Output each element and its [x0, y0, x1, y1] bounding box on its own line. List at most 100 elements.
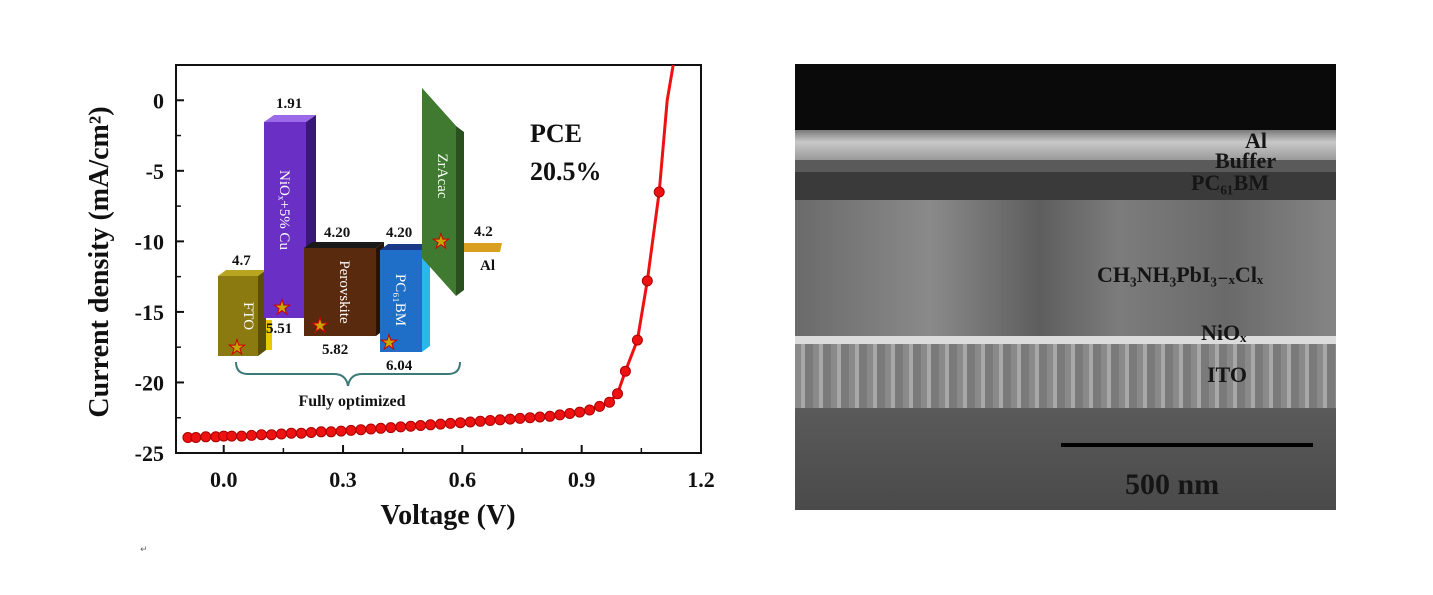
y-tick-label: -15	[135, 300, 164, 325]
star-icon: ★	[432, 231, 450, 253]
jv-data-point	[226, 430, 238, 442]
scale-bar-label: 500 nm	[1125, 468, 1220, 501]
pce-label: PCE	[530, 119, 582, 148]
jv-data-point	[474, 415, 486, 427]
jv-data-point	[564, 408, 576, 419]
scale-bar	[1061, 443, 1313, 447]
fully-optimized-brace	[235, 361, 461, 387]
perovskite-block: Perovskite 4.20 5.82 ★	[304, 225, 384, 358]
y-axis-tick-labels: 0 -5 -10 -15 -20 -25	[135, 88, 164, 466]
sem-substrate	[795, 408, 1336, 510]
sem-vacuum	[795, 64, 1336, 130]
jv-data-point	[395, 421, 407, 433]
sem-ito-layer	[795, 344, 1336, 408]
jv-data-point	[554, 409, 566, 421]
jv-data-point	[514, 412, 526, 424]
sem-al-layer	[795, 130, 1336, 160]
jv-data-point	[631, 334, 643, 346]
y-tick-label: -25	[135, 441, 164, 466]
pcbm-top-value: 4.20	[386, 225, 412, 241]
al-block: 4.2 Al	[464, 224, 502, 274]
niox-bottom-value: 5.51	[266, 321, 292, 337]
jv-data-point	[484, 415, 496, 426]
x-tick-label: 0.6	[449, 467, 477, 492]
jv-data-point	[405, 420, 417, 432]
jv-data-point	[190, 432, 202, 443]
jv-data-point	[504, 413, 516, 425]
sem-label-nio: NiOₓ	[1201, 320, 1247, 345]
jv-data-point	[494, 414, 506, 426]
perovskite-label: Perovskite	[336, 260, 352, 324]
x-tick-label: 0.9	[568, 467, 596, 492]
zracac-label: ZrAcac	[434, 154, 450, 199]
jv-data-point	[594, 400, 606, 412]
y-tick-label: -10	[135, 229, 164, 254]
perovskite-bottom-value: 5.82	[322, 342, 348, 358]
star-icon: ★	[273, 297, 291, 319]
pcbm-block: PC₆₁BM 4.20 6.04 ★	[380, 225, 430, 374]
y-axis-title: Current density (mA/cm²)	[84, 106, 115, 417]
sem-label-buffer: Buffer	[1215, 148, 1277, 173]
jv-data-point	[200, 431, 212, 443]
jv-data-point	[415, 420, 427, 431]
x-axis-title: Voltage (V)	[380, 500, 515, 531]
jv-data-point	[584, 404, 596, 416]
jv-data-point	[464, 416, 476, 428]
sem-cross-section-image: Al Buffer PC₆₁BM CH₃NH₃PbI₃₋ₓClₓ NiOₓ IT…	[795, 64, 1336, 510]
sem-label-pcbm: PC₆₁BM	[1191, 170, 1269, 195]
jv-chart: 0 -5 -10 -15 -20 -25 0.0 0.3 0.6 0.9 1.2 Voltage …	[84, 64, 715, 531]
y-axis-ticks	[176, 99, 184, 454]
jv-data-point	[355, 424, 367, 436]
pce-value: 20.5%	[530, 157, 602, 186]
paragraph-mark: ↵	[140, 545, 148, 555]
jv-data-point	[345, 424, 357, 436]
jv-data-point	[325, 426, 337, 438]
jv-data-point	[574, 406, 586, 418]
x-tick-label: 1.2	[687, 467, 715, 492]
jv-data-point	[375, 422, 387, 434]
al-label: Al	[480, 258, 495, 274]
zracac-block: ZrAcac ★	[422, 88, 464, 296]
jv-data-point	[385, 422, 397, 434]
jv-data-point	[275, 428, 287, 440]
jv-data-point	[365, 423, 377, 435]
energy-level-inset: FTO 4.7 ★ NiOₓ+5% Cu 1.91 5.51 ★ Perovsk…	[218, 88, 502, 410]
sem-perovskite-layer	[795, 200, 1336, 340]
pcbm-bottom-value: 6.04	[386, 358, 413, 374]
star-icon: ★	[228, 337, 246, 359]
y-tick-label: -5	[146, 159, 164, 184]
fto-top-value: 4.7	[232, 253, 251, 269]
jv-data-point	[444, 417, 456, 429]
sem-label-perovskite: CH₃NH₃PbI₃₋ₓClₓ	[1097, 262, 1264, 287]
niox-label: NiOₓ+5% Cu	[276, 170, 292, 250]
jv-data-point	[305, 427, 317, 438]
plot-frame	[175, 64, 702, 454]
jv-data-point	[295, 427, 307, 439]
fto-label: FTO	[240, 302, 256, 330]
al-top-value: 4.2	[474, 224, 493, 240]
jv-data-point	[534, 411, 546, 423]
jv-data-points	[182, 186, 665, 443]
x-tick-label: 0.3	[329, 467, 357, 492]
jv-data-point	[246, 429, 258, 441]
jv-data-point	[544, 410, 556, 422]
sem-pcbm-layer	[795, 172, 1336, 200]
pcbm-label: PC₆₁BM	[392, 274, 408, 326]
jv-data-point	[641, 275, 653, 287]
sem-label-ito: ITO	[1207, 362, 1247, 387]
sem-label-al: Al	[1245, 128, 1267, 153]
jv-data-point	[425, 419, 436, 431]
jv-data-point	[653, 186, 665, 198]
star-icon: ★	[311, 315, 329, 337]
fto-block: FTO 4.7 ★	[218, 253, 272, 360]
jv-data-point	[315, 426, 327, 438]
x-tick-label: 0.0	[210, 467, 238, 492]
x-axis-ticks	[222, 445, 702, 453]
jv-data-point	[236, 430, 248, 442]
sem-nio-layer	[795, 336, 1336, 344]
x-axis-tick-labels: 0.0 0.3 0.6 0.9 1.2	[210, 467, 715, 492]
jv-data-point	[619, 365, 631, 377]
niox-top-value: 1.91	[276, 96, 302, 112]
jv-data-point	[266, 429, 277, 441]
jv-data-point	[256, 429, 267, 441]
